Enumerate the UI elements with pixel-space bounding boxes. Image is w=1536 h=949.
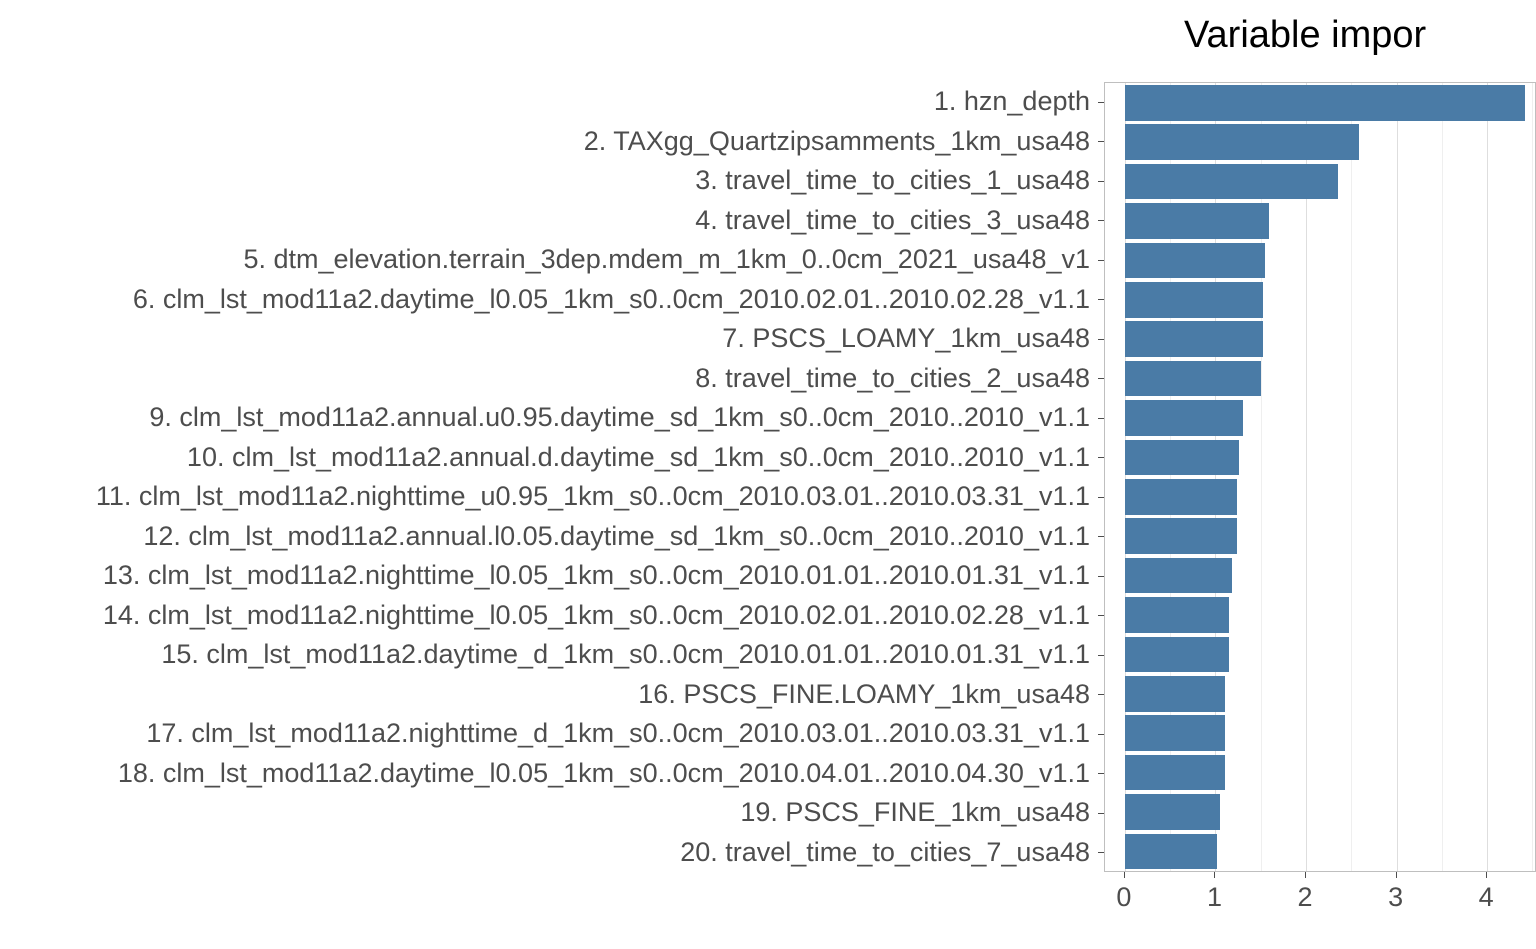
bar-row: [1105, 241, 1535, 280]
y-tick: [1098, 773, 1104, 774]
bar-row: [1105, 753, 1535, 792]
bar-row: [1105, 83, 1535, 122]
plot-panel: [1104, 82, 1536, 872]
x-tick-label: 4: [1479, 882, 1494, 913]
bar: [1125, 440, 1239, 476]
bar: [1125, 400, 1243, 436]
bar: [1125, 755, 1225, 791]
bar: [1125, 164, 1338, 200]
chart-title: Variable impor: [1184, 14, 1426, 57]
y-tick: [1098, 299, 1104, 300]
y-tick: [1098, 694, 1104, 695]
bar-row: [1105, 162, 1535, 201]
y-tick: [1098, 339, 1104, 340]
y-tick: [1098, 497, 1104, 498]
bar: [1125, 203, 1269, 239]
x-tick-label: 1: [1207, 882, 1222, 913]
bar: [1125, 676, 1225, 712]
y-tick: [1098, 813, 1104, 814]
bar: [1125, 597, 1229, 633]
bar: [1125, 715, 1225, 751]
y-tick: [1098, 536, 1104, 537]
y-axis-label: 3. travel_time_to_cities_1_usa48: [0, 161, 1090, 201]
x-tick-label: 0: [1116, 882, 1131, 913]
y-axis-label: 16. PSCS_FINE.LOAMY_1km_usa48: [0, 675, 1090, 715]
bar: [1125, 85, 1525, 121]
bar-row: [1105, 516, 1535, 555]
bar: [1125, 243, 1265, 279]
bar: [1125, 558, 1232, 594]
bar: [1125, 637, 1229, 673]
bar: [1125, 794, 1220, 830]
bar-row: [1105, 674, 1535, 713]
bar: [1125, 479, 1237, 515]
bar: [1125, 834, 1217, 870]
bar-row: [1105, 201, 1535, 240]
y-tick: [1098, 734, 1104, 735]
y-axis-label: 1. hzn_depth: [0, 82, 1090, 122]
y-tick: [1098, 457, 1104, 458]
bar: [1125, 361, 1261, 397]
bar-row: [1105, 438, 1535, 477]
bar-row: [1105, 832, 1535, 871]
y-axis-label: 9. clm_lst_mod11a2.annual.u0.95.daytime_…: [0, 398, 1090, 438]
bar-row: [1105, 359, 1535, 398]
bar-row: [1105, 122, 1535, 161]
y-tick: [1098, 378, 1104, 379]
bar-row: [1105, 477, 1535, 516]
bar-row: [1105, 635, 1535, 674]
bar-row: [1105, 792, 1535, 831]
y-axis-label: 18. clm_lst_mod11a2.daytime_l0.05_1km_s0…: [0, 754, 1090, 794]
x-tick: [1396, 872, 1397, 878]
y-axis-label: 20. travel_time_to_cities_7_usa48: [0, 833, 1090, 873]
y-axis-label: 14. clm_lst_mod11a2.nighttime_l0.05_1km_…: [0, 596, 1090, 636]
y-axis-labels: 1. hzn_depth2. TAXgg_Quartzipsamments_1k…: [0, 82, 1090, 872]
y-tick: [1098, 615, 1104, 616]
y-axis-label: 13. clm_lst_mod11a2.nighttime_l0.05_1km_…: [0, 556, 1090, 596]
y-tick: [1098, 102, 1104, 103]
y-axis-label: 2. TAXgg_Quartzipsamments_1km_usa48: [0, 122, 1090, 162]
y-axis-label: 19. PSCS_FINE_1km_usa48: [0, 793, 1090, 833]
bar-row: [1105, 398, 1535, 437]
bar-row: [1105, 319, 1535, 358]
y-tick: [1098, 220, 1104, 221]
bar: [1125, 282, 1264, 318]
bar-row: [1105, 714, 1535, 753]
y-axis-label: 10. clm_lst_mod11a2.annual.d.daytime_sd_…: [0, 438, 1090, 478]
y-axis-label: 7. PSCS_LOAMY_1km_usa48: [0, 319, 1090, 359]
y-tick: [1098, 655, 1104, 656]
bar-row: [1105, 556, 1535, 595]
x-tick: [1214, 872, 1215, 878]
x-tick-label: 2: [1298, 882, 1313, 913]
y-tick: [1098, 260, 1104, 261]
chart-stage: Variable impor 1. hzn_depth2. TAXgg_Quar…: [0, 0, 1536, 949]
y-axis-label: 5. dtm_elevation.terrain_3dep.mdem_m_1km…: [0, 240, 1090, 280]
x-tick: [1486, 872, 1487, 878]
y-tick: [1098, 576, 1104, 577]
x-tick: [1305, 872, 1306, 878]
x-tick: [1124, 872, 1125, 878]
bar-row: [1105, 280, 1535, 319]
bar-row: [1105, 595, 1535, 634]
y-axis-label: 15. clm_lst_mod11a2.daytime_d_1km_s0..0c…: [0, 635, 1090, 675]
bar: [1125, 124, 1359, 160]
y-axis-label: 6. clm_lst_mod11a2.daytime_l0.05_1km_s0.…: [0, 280, 1090, 320]
y-tick: [1098, 141, 1104, 142]
y-axis-label: 11. clm_lst_mod11a2.nighttime_u0.95_1km_…: [0, 477, 1090, 517]
y-tick: [1098, 852, 1104, 853]
y-axis-label: 12. clm_lst_mod11a2.annual.l0.05.daytime…: [0, 517, 1090, 557]
y-tick: [1098, 181, 1104, 182]
y-tick: [1098, 418, 1104, 419]
bars-container: [1105, 83, 1535, 871]
bar: [1125, 321, 1263, 357]
x-tick-label: 3: [1388, 882, 1403, 913]
y-axis-label: 8. travel_time_to_cities_2_usa48: [0, 359, 1090, 399]
y-axis-label: 17. clm_lst_mod11a2.nighttime_d_1km_s0..…: [0, 714, 1090, 754]
y-axis-label: 4. travel_time_to_cities_3_usa48: [0, 201, 1090, 241]
bar: [1125, 518, 1237, 554]
